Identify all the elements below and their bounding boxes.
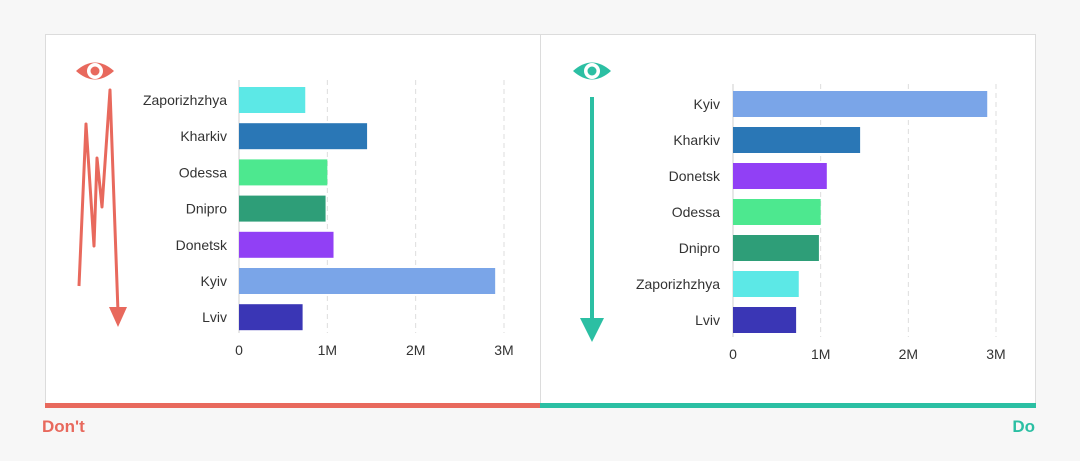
category-label: Kharkiv xyxy=(180,128,227,144)
bar-kharkiv xyxy=(733,127,861,153)
bar-kharkiv xyxy=(239,123,368,150)
category-label: Kharkiv xyxy=(673,132,720,148)
bar-kyiv xyxy=(239,268,496,294)
bar-dnipro xyxy=(239,195,326,222)
zigzag-arrow-icon xyxy=(77,88,127,327)
bar-odessa xyxy=(239,159,328,186)
do-label: Do xyxy=(1012,417,1035,436)
category-label: Donetsk xyxy=(669,168,721,184)
bar-donetsk xyxy=(733,163,827,189)
x-tick-label: 3M xyxy=(986,346,1005,362)
category-label: Donetsk xyxy=(176,237,228,253)
category-label: Lviv xyxy=(695,312,720,328)
x-tick-label: 0 xyxy=(235,342,243,358)
down-arrow-icon xyxy=(580,97,604,342)
category-label: Dnipro xyxy=(186,201,227,217)
category-label: Kyiv xyxy=(694,96,720,112)
dont-bar-chart: 0 1M 2M 3M Zaporizhzhya Kharkiv Odessa Dnipro Do… xyxy=(143,80,514,358)
x-tick-label: 0 xyxy=(729,346,737,362)
bar-dnipro xyxy=(733,235,819,261)
dont-label: Don't xyxy=(42,417,85,436)
eye-icon xyxy=(573,62,611,80)
bar-odessa xyxy=(733,199,821,225)
x-tick-label: 2M xyxy=(899,346,918,362)
category-label: Odessa xyxy=(672,204,720,220)
category-label: Odessa xyxy=(179,164,227,180)
bar-kyiv xyxy=(733,91,988,117)
category-label: Kyiv xyxy=(201,273,227,289)
bar-zaporizhzhya xyxy=(239,87,306,113)
do-bar-chart: 0 1M 2M 3M Kyiv Kharkiv Donetsk Odessa Dnipro Zap… xyxy=(636,84,1006,362)
eye-icon xyxy=(76,62,114,80)
dont-underline xyxy=(45,403,540,408)
bar-donetsk xyxy=(239,231,334,258)
category-label: Zaporizhzhya xyxy=(636,276,720,292)
do-underline xyxy=(540,403,1036,408)
x-tick-label: 2M xyxy=(406,342,425,358)
x-tick-label: 1M xyxy=(811,346,830,362)
category-label: Zaporizhzhya xyxy=(143,92,227,108)
x-tick-label: 1M xyxy=(318,342,337,358)
bar-lviv xyxy=(239,304,303,331)
category-label: Dnipro xyxy=(679,240,720,256)
bar-lviv xyxy=(733,307,797,333)
category-label: Lviv xyxy=(202,309,227,325)
panel-divider xyxy=(540,34,541,406)
bar-zaporizhzhya xyxy=(733,271,799,297)
x-tick-label: 3M xyxy=(494,342,513,358)
